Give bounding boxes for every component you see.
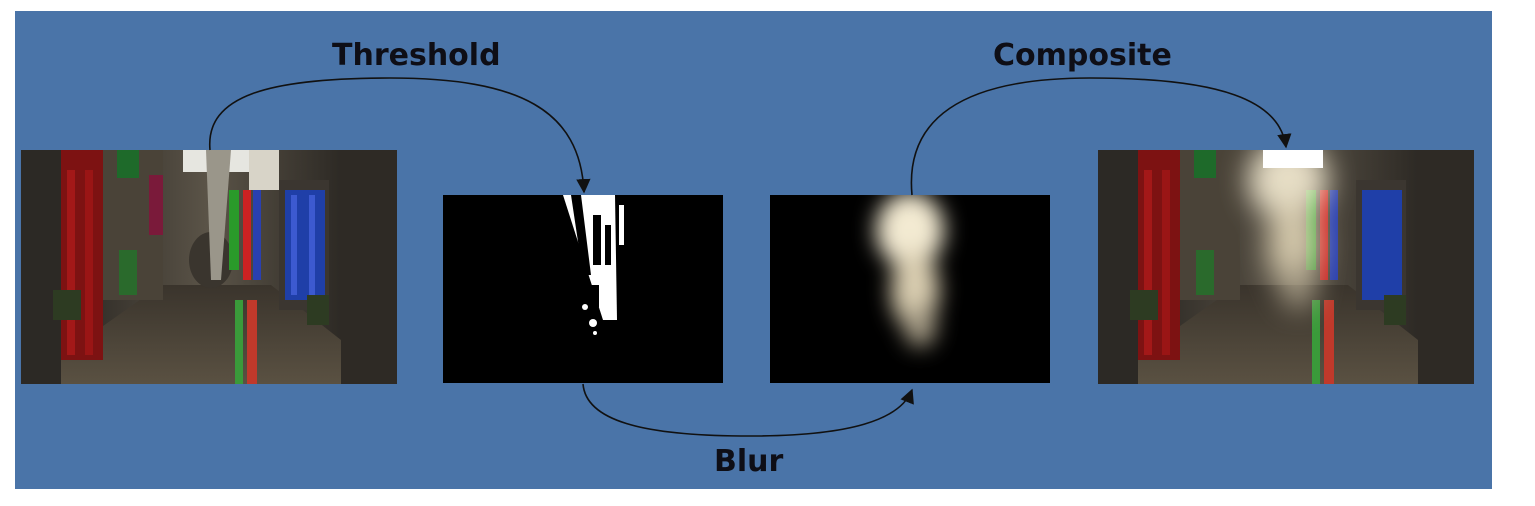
threshold-image: [443, 195, 723, 383]
composite-image: [1098, 150, 1474, 384]
original-image: [21, 150, 397, 384]
blur-image: [770, 195, 1050, 383]
blur-label: Blur: [714, 444, 784, 479]
composite-label: Composite: [993, 38, 1172, 73]
threshold-label: Threshold: [332, 38, 501, 73]
